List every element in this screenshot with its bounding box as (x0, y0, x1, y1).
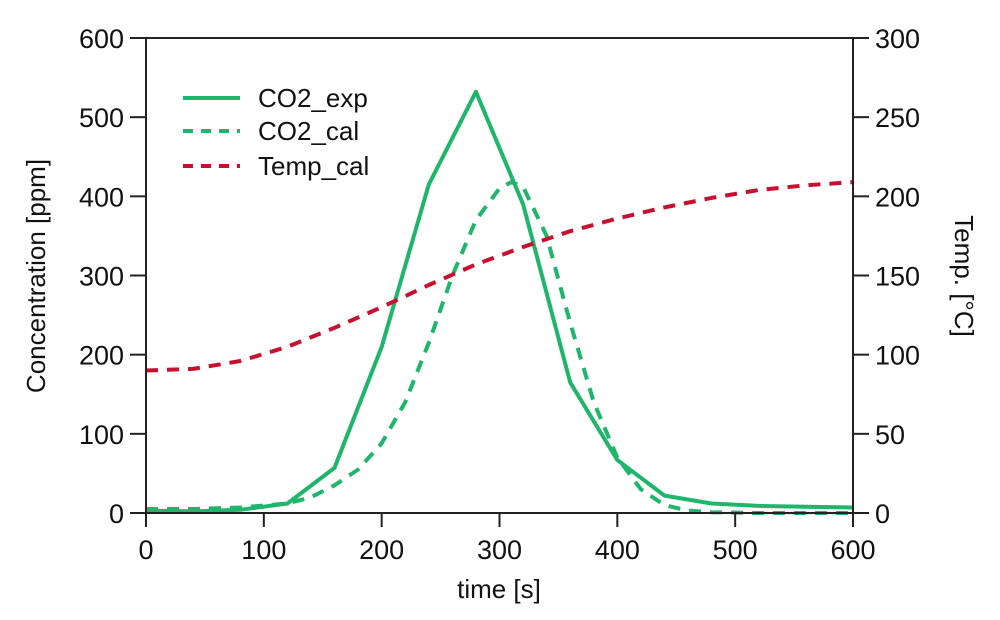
y-tick-label: 600 (79, 24, 124, 54)
y2-tick-label: 300 (875, 24, 920, 54)
series-layer (145, 89, 854, 515)
legend-label-temp-cal: Temp_cal (258, 151, 369, 181)
x-tick-label: 300 (477, 535, 522, 565)
plot-frame (145, 37, 854, 514)
y2-tick-label: 100 (875, 341, 920, 371)
x-tick-label: 100 (241, 535, 286, 565)
x-tick-label: 600 (830, 535, 875, 565)
legend-label-co2-cal: CO2_cal (258, 116, 359, 146)
x-tick-label: 400 (595, 535, 640, 565)
x-tick-label: 0 (138, 535, 153, 565)
y-tick-label: 200 (79, 341, 124, 371)
legend-label-co2-exp: CO2_exp (258, 83, 368, 113)
y2-tick-label: 250 (875, 103, 920, 133)
series-line-co2-exp (145, 89, 854, 514)
y-axis-title: Concentration [ppm] (21, 159, 51, 393)
y-tick-label: 300 (79, 262, 124, 292)
y2-tick-label: 0 (875, 499, 890, 529)
x-axis-title: time [s] (457, 574, 541, 604)
series-line-temp-cal (145, 180, 854, 373)
y2-axis-title: Temp. [°C] (949, 215, 979, 337)
x-tick-label: 200 (359, 535, 404, 565)
axes-layer: 0 100 200 300 400 500 600010020030040050060005… (79, 24, 920, 565)
y2-tick-label: 150 (875, 262, 920, 292)
y2-tick-label: 200 (875, 182, 920, 212)
x-tick-label: 500 (713, 535, 758, 565)
y-tick-label: 0 (109, 499, 124, 529)
y-tick-label: 100 (79, 420, 124, 450)
y-tick-label: 500 (79, 103, 124, 133)
legend: CO2_exp CO2_cal Temp_cal (183, 83, 369, 181)
y2-tick-label: 50 (875, 420, 905, 450)
series-line-co2-cal (146, 180, 853, 515)
y-tick-label: 400 (79, 182, 124, 212)
